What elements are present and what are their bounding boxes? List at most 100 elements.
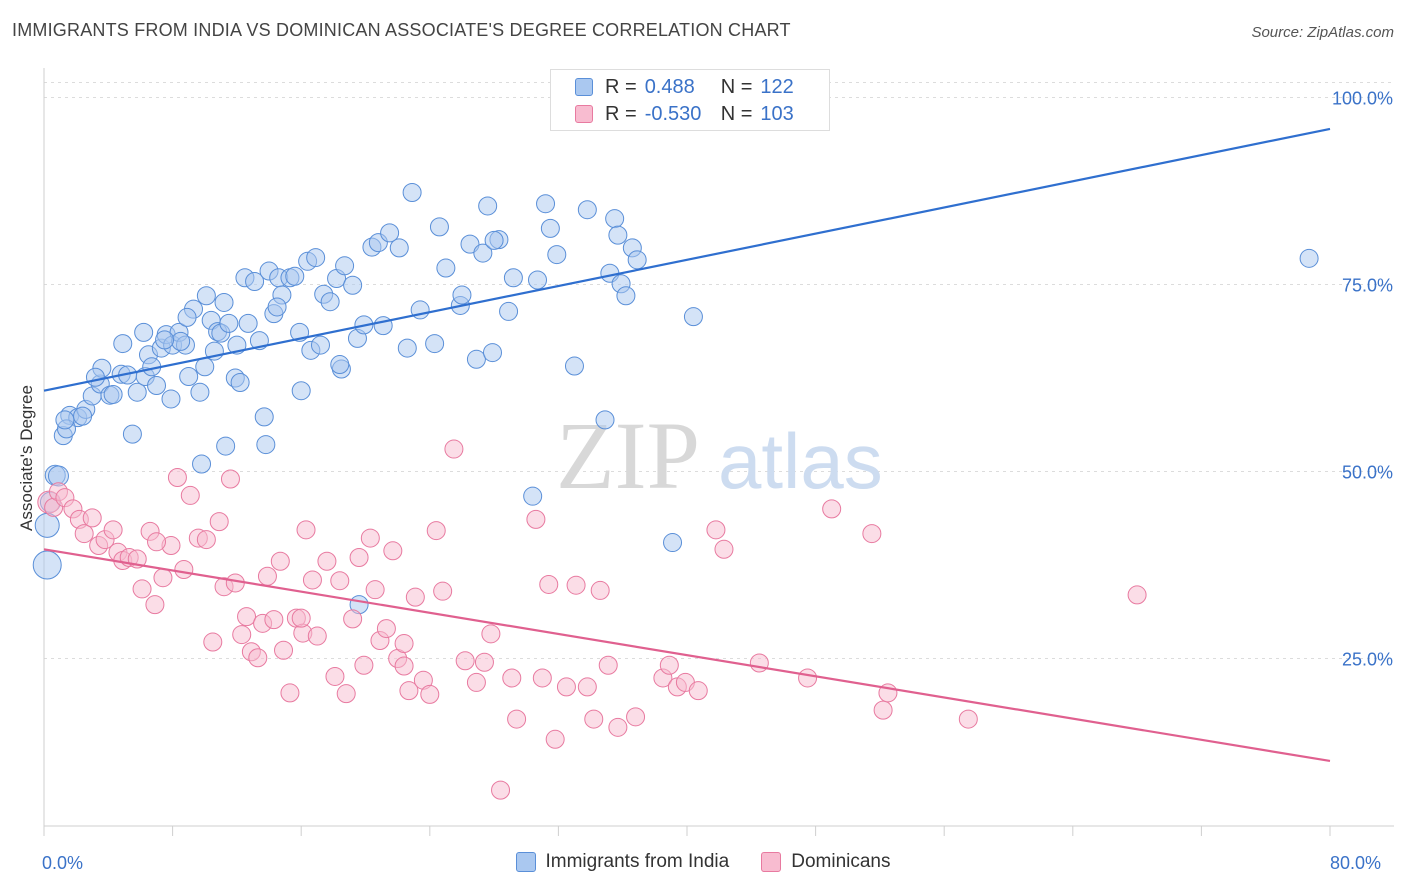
data-point — [402, 182, 422, 202]
data-point — [179, 367, 199, 387]
data-point — [153, 568, 173, 588]
data-point — [349, 548, 369, 568]
y-tick-label: 100.0% — [1332, 89, 1393, 109]
data-point — [85, 367, 105, 387]
data-point — [257, 566, 277, 586]
data-point — [659, 655, 679, 675]
data-point — [539, 574, 559, 594]
data-point — [147, 375, 167, 395]
data-point — [394, 634, 414, 654]
data-point — [296, 520, 316, 540]
data-point — [399, 681, 419, 701]
watermark-atlas: atlas — [718, 417, 883, 505]
data-point — [532, 668, 552, 688]
data-point — [616, 286, 636, 306]
data-point — [547, 245, 567, 265]
data-point — [714, 539, 734, 559]
data-point — [82, 508, 102, 528]
trend-line-india — [43, 127, 1331, 392]
data-point — [383, 541, 403, 561]
data-point — [798, 668, 818, 688]
data-point — [291, 381, 311, 401]
data-point — [564, 356, 584, 376]
series-india-points — [32, 182, 1319, 615]
y-tick-label: 25.0% — [1342, 650, 1393, 670]
data-point — [426, 521, 446, 541]
data-point — [376, 619, 396, 639]
data-point — [134, 322, 154, 342]
data-point — [663, 533, 683, 553]
data-point — [306, 248, 326, 268]
data-point — [32, 550, 62, 580]
data-point — [320, 292, 340, 312]
legend-row-india: R = 0.488 N = 122 — [575, 74, 794, 100]
data-point — [209, 512, 229, 532]
data-point — [291, 608, 311, 628]
data-point — [389, 238, 409, 258]
data-point — [365, 580, 385, 600]
grid-lines — [44, 82, 1394, 659]
data-point — [174, 559, 194, 579]
legend-swatch-dominicans — [575, 105, 593, 123]
series-swatch-india — [515, 852, 536, 872]
data-point — [503, 268, 523, 288]
data-point — [626, 707, 646, 727]
data-point — [397, 338, 417, 358]
data-point — [425, 334, 445, 354]
data-point — [214, 292, 234, 312]
data-point — [343, 275, 363, 295]
data-point — [74, 524, 94, 544]
data-point — [270, 551, 290, 571]
legend-n-label: N = — [720, 102, 753, 125]
data-point — [196, 530, 216, 550]
data-point — [195, 357, 215, 377]
y-axis-label: Associate's Degree — [17, 385, 36, 531]
data-point — [556, 677, 576, 697]
data-point — [113, 334, 133, 354]
series-legend-india[interactable]: Immigrants from India — [515, 851, 730, 873]
data-point — [482, 343, 502, 363]
data-point — [177, 307, 197, 327]
data-point — [73, 406, 93, 426]
data-point — [627, 250, 647, 270]
data-point — [317, 551, 337, 571]
data-point — [474, 652, 494, 672]
source-label: Source: ZipAtlas.com — [1251, 24, 1394, 41]
data-point — [526, 509, 546, 529]
data-point — [147, 532, 167, 552]
data-point — [484, 230, 504, 250]
data-point — [481, 624, 501, 644]
data-point — [232, 625, 252, 645]
data-point — [466, 349, 486, 369]
data-point — [192, 454, 212, 474]
data-point — [405, 587, 425, 607]
data-point — [528, 270, 548, 290]
data-point — [285, 266, 305, 286]
data-point — [310, 335, 330, 355]
data-point — [595, 410, 615, 430]
data-point — [220, 469, 240, 489]
data-points — [32, 182, 1319, 800]
data-point — [127, 382, 147, 402]
data-point — [577, 677, 597, 697]
data-point — [683, 307, 703, 327]
data-point — [478, 196, 498, 216]
data-point — [203, 632, 223, 652]
trend-line-dominicans — [43, 548, 1331, 763]
data-point — [196, 286, 216, 306]
data-point — [330, 355, 350, 375]
data-point — [507, 709, 527, 729]
data-point — [245, 272, 265, 292]
data-point — [523, 486, 543, 506]
legend-n-value: 103 — [760, 102, 794, 125]
data-point — [167, 467, 187, 487]
watermark-zip: ZIP — [556, 402, 700, 509]
data-point — [706, 520, 726, 540]
data-point — [336, 684, 356, 704]
y-tick-label: 50.0% — [1342, 463, 1393, 483]
data-point — [230, 372, 250, 392]
x-tick-label-max: 80.0% — [1330, 853, 1382, 873]
series-label-india: Immigrants from India — [545, 851, 730, 872]
y-tick-label: 75.0% — [1342, 276, 1393, 296]
series-legend-dominicans[interactable]: Dominicans — [761, 851, 891, 873]
